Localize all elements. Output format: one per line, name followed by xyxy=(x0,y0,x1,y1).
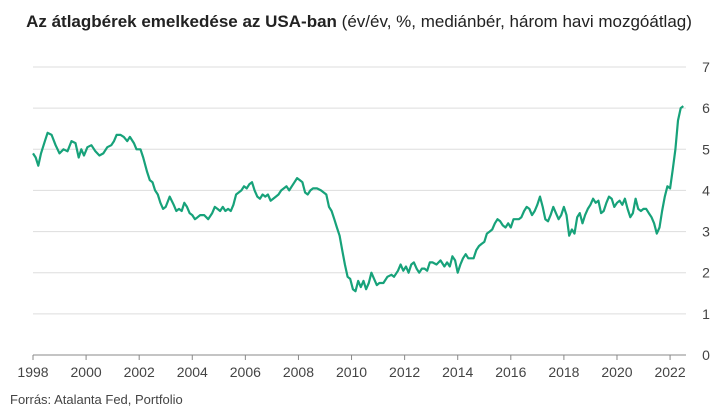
chart-title: Az átlagbérek emelkedése az USA-ban (év/… xyxy=(0,10,718,34)
y-tick-label: 4 xyxy=(702,182,710,198)
x-tick-label: 2020 xyxy=(601,364,632,380)
x-tick-label: 2014 xyxy=(442,364,473,380)
y-tick-label: 7 xyxy=(702,59,710,75)
x-axis-ticks: 1998 2000 2002 2004 2006 2008 2010 2012 2014 2016… xyxy=(17,355,686,380)
x-tick-label: 2006 xyxy=(230,364,261,380)
gridlines xyxy=(33,66,686,315)
y-tick-label: 3 xyxy=(702,224,710,240)
chart-title-rest: (év/év, %, mediánbér, három havi mozgóát… xyxy=(336,12,692,31)
x-tick-label: 2018 xyxy=(548,364,579,380)
y-axis-ticks: 0 1 2 3 4 5 6 7 xyxy=(702,59,710,363)
y-tick-label: 6 xyxy=(702,100,710,116)
y-tick-label: 2 xyxy=(702,265,710,281)
x-tick-label: 2004 xyxy=(177,364,208,380)
y-tick-label: 0 xyxy=(702,347,710,363)
y-tick-label: 1 xyxy=(702,306,710,322)
series-line-wage-growth xyxy=(32,105,684,293)
x-tick-label: 2010 xyxy=(336,364,367,380)
chart-title-bold: Az átlagbérek emelkedése az USA-ban xyxy=(26,12,337,31)
x-tick-label: 2012 xyxy=(389,364,420,380)
x-tick-label: 2016 xyxy=(495,364,526,380)
x-tick-label: 2022 xyxy=(654,364,685,380)
x-tick-label: 2000 xyxy=(71,364,102,380)
source-note: Forrás: Atalanta Fed, Portfolio xyxy=(10,392,183,407)
x-tick-label: 1998 xyxy=(17,364,48,380)
x-tick-label: 2008 xyxy=(283,364,314,380)
x-tick-label: 2002 xyxy=(124,364,155,380)
y-tick-label: 5 xyxy=(702,141,710,157)
